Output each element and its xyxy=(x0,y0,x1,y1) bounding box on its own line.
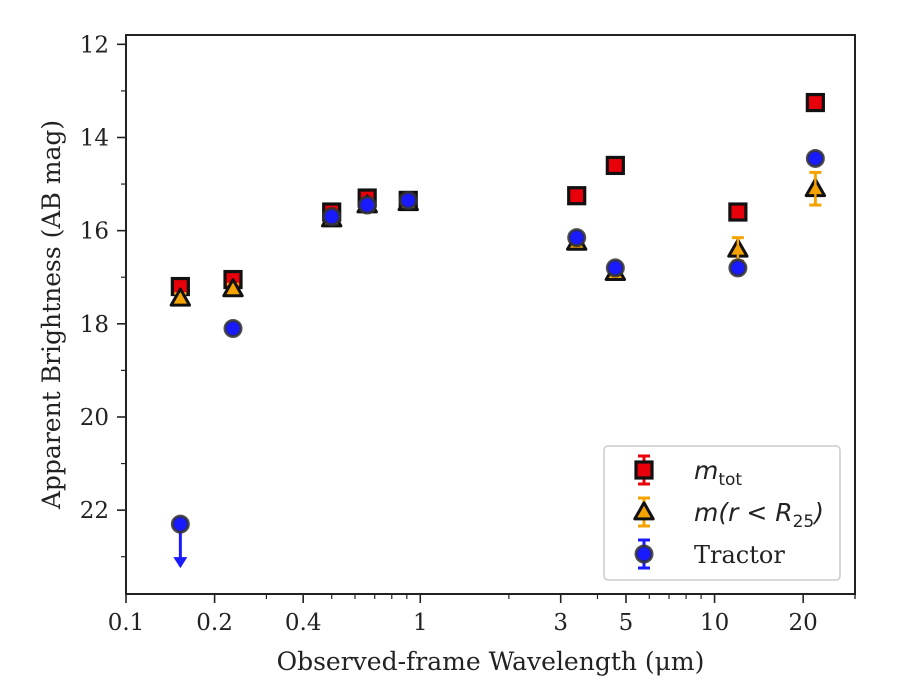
x-tick-label: 20 xyxy=(789,610,818,636)
plot-area xyxy=(169,92,827,569)
series-triangle xyxy=(169,170,827,307)
y-tick-label: 18 xyxy=(80,312,109,338)
x-tick-label: 0.2 xyxy=(196,610,233,636)
x-tick-label: 5 xyxy=(619,610,634,636)
legend-marker-square xyxy=(634,460,654,480)
legend-box xyxy=(603,445,841,581)
series-square xyxy=(170,92,825,297)
x-tick-label: 1 xyxy=(413,610,428,636)
upper-limit-arrowhead xyxy=(173,557,188,569)
legend: mtot m(r < R25) Tractor xyxy=(603,445,841,581)
legend-label: Tractor xyxy=(694,541,785,569)
y-tick-label: 22 xyxy=(80,498,109,524)
x-tick-label: 3 xyxy=(553,610,568,636)
y-tick-label: 14 xyxy=(80,125,109,151)
x-axis-label: Observed-frame Wavelength (μm) xyxy=(277,647,705,676)
y-tick-label: 16 xyxy=(80,219,109,245)
x-tick-label: 0.4 xyxy=(285,610,322,636)
y-tick-label: 20 xyxy=(80,405,109,431)
legend-label: mtot xyxy=(694,456,742,490)
data-point-circle xyxy=(170,514,190,534)
legend-marker-triangle xyxy=(633,501,655,521)
legend-marker-circle xyxy=(634,544,654,564)
y-axis-label: Apparent Brightness (AB mag) xyxy=(37,120,66,510)
axes: 0.1 0.2 0.4 1 3 5 10 20 12 14 16 18 20 22 xyxy=(80,32,856,636)
legend-label: m(r < R25) xyxy=(694,498,824,532)
series-circle xyxy=(170,148,825,569)
x-tick-label: 0.1 xyxy=(108,610,145,636)
y-tick-label: 12 xyxy=(80,32,109,58)
x-tick-label: 10 xyxy=(700,610,729,636)
plot-frame xyxy=(125,34,856,595)
